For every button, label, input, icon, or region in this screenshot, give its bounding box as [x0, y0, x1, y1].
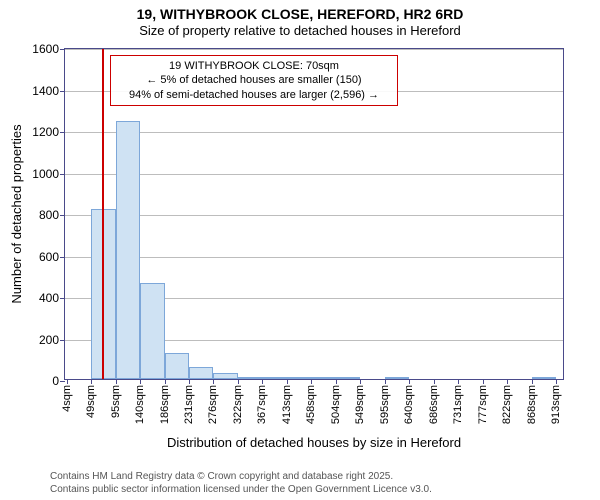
x-tick-label: 458sqm	[305, 385, 317, 424]
x-tick-label: 822sqm	[501, 385, 513, 424]
histogram-bar	[287, 377, 311, 379]
x-axis-label: Distribution of detached houses by size …	[64, 435, 564, 450]
annotation-box: 19 WITHYBROOK CLOSE: 70sqm← 5% of detach…	[110, 55, 398, 106]
y-tick-label: 1400	[32, 84, 59, 98]
annotation-line: 19 WITHYBROOK CLOSE: 70sqm	[117, 59, 391, 73]
x-tick	[507, 379, 508, 384]
chart-container: { "titles": { "line1": "19, WITHYBROOK C…	[0, 0, 600, 500]
x-tick-label: 504sqm	[330, 385, 342, 424]
histogram-bar	[116, 121, 140, 379]
histogram-bar	[189, 367, 213, 379]
y-tick-label: 1200	[32, 125, 59, 139]
x-tick-label: 276sqm	[207, 385, 219, 424]
x-tick-label: 913sqm	[550, 385, 562, 424]
x-tick-label: 367sqm	[256, 385, 268, 424]
y-tick-label: 400	[39, 291, 59, 305]
title-line-2: Size of property relative to detached ho…	[0, 23, 600, 38]
histogram-bar	[336, 377, 360, 379]
x-tick	[238, 379, 239, 384]
x-tick-label: 640sqm	[403, 385, 415, 424]
y-tick-label: 200	[39, 333, 59, 347]
x-tick-label: 140sqm	[134, 385, 146, 424]
x-tick-label: 731sqm	[452, 385, 464, 424]
x-tick	[556, 379, 557, 384]
x-tick-label: 868sqm	[526, 385, 538, 424]
plot-area: 0200400600800100012001400160019 WITHYBRO…	[64, 48, 564, 380]
y-tick-label: 0	[52, 374, 59, 388]
x-tick	[287, 379, 288, 384]
x-tick	[262, 379, 263, 384]
y-axis-label: Number of detached properties	[9, 124, 24, 303]
annotation-line: 94% of semi-detached houses are larger (…	[117, 88, 391, 102]
x-tick	[189, 379, 190, 384]
x-tick-label: 95sqm	[110, 385, 122, 418]
histogram-bar	[165, 353, 189, 379]
y-tick	[60, 298, 65, 299]
x-tick	[360, 379, 361, 384]
x-tick	[67, 379, 68, 384]
y-tick	[60, 174, 65, 175]
x-tick	[91, 379, 92, 384]
grid-line	[65, 49, 563, 50]
reference-line	[102, 49, 104, 379]
histogram-bar	[140, 283, 165, 379]
x-tick	[165, 379, 166, 384]
histogram-bar	[532, 377, 556, 379]
y-tick	[60, 215, 65, 216]
x-tick-label: 4sqm	[61, 385, 73, 412]
x-tick	[434, 379, 435, 384]
x-tick-label: 49sqm	[85, 385, 97, 418]
footer-line-2: Contains public sector information licen…	[50, 483, 432, 496]
x-tick-label: 595sqm	[379, 385, 391, 424]
x-tick	[311, 379, 312, 384]
y-tick	[60, 257, 65, 258]
y-tick	[60, 381, 65, 382]
annotation-line: ← 5% of detached houses are smaller (150…	[117, 73, 391, 87]
x-tick	[116, 379, 117, 384]
footer: Contains HM Land Registry data © Crown c…	[50, 470, 432, 496]
histogram-bar	[213, 373, 238, 379]
x-tick-label: 322sqm	[232, 385, 244, 424]
y-tick-label: 1600	[32, 42, 59, 56]
x-tick-label: 231sqm	[183, 385, 195, 424]
y-tick-label: 800	[39, 208, 59, 222]
x-tick	[458, 379, 459, 384]
footer-line-1: Contains HM Land Registry data © Crown c…	[50, 470, 432, 483]
histogram-bar	[385, 377, 409, 379]
histogram-bar	[311, 377, 336, 379]
x-tick	[140, 379, 141, 384]
title-line-1: 19, WITHYBROOK CLOSE, HEREFORD, HR2 6RD	[0, 6, 600, 22]
histogram-bar	[91, 209, 116, 379]
x-tick-label: 686sqm	[428, 385, 440, 424]
x-tick-label: 549sqm	[354, 385, 366, 424]
x-tick	[532, 379, 533, 384]
x-tick	[336, 379, 337, 384]
x-tick	[213, 379, 214, 384]
y-tick-label: 600	[39, 250, 59, 264]
x-tick-label: 186sqm	[159, 385, 171, 424]
histogram-bar	[262, 377, 287, 379]
y-tick-label: 1000	[32, 167, 59, 181]
histogram-bar	[238, 377, 262, 379]
x-tick	[409, 379, 410, 384]
y-tick	[60, 132, 65, 133]
title-block: 19, WITHYBROOK CLOSE, HEREFORD, HR2 6RD …	[0, 0, 600, 38]
y-tick	[60, 91, 65, 92]
x-tick-label: 777sqm	[477, 385, 489, 424]
y-tick	[60, 49, 65, 50]
y-tick	[60, 340, 65, 341]
x-tick	[483, 379, 484, 384]
x-tick	[385, 379, 386, 384]
x-tick-label: 413sqm	[281, 385, 293, 424]
